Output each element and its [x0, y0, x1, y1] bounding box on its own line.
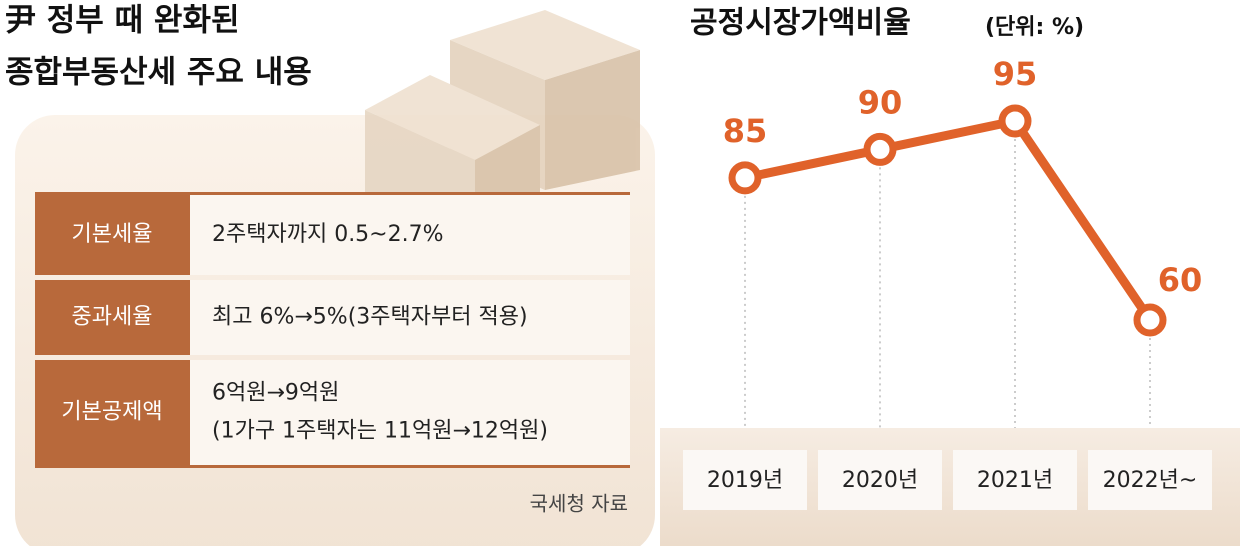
row-text: (1가구 1주택자는 11억원→12억원)	[212, 419, 548, 444]
data-label: 85	[723, 112, 768, 150]
line-chart: 2019년 2020년 2021년 2022년~ 85 90 95 60	[683, 55, 1212, 510]
row-content-cell	[190, 360, 630, 465]
point	[998, 104, 1032, 138]
chart-subtitle: (단위: %)	[985, 15, 1084, 40]
table-rule	[35, 465, 630, 468]
row-content-cell	[190, 195, 630, 275]
category-box	[953, 450, 1077, 510]
point	[728, 161, 762, 195]
row-text: 6억원→9억원	[212, 381, 339, 406]
data-label: 95	[993, 55, 1038, 93]
point	[863, 132, 897, 166]
info-table: 기본세율 2주택자까지 0.5~2.7% 중과세율 최고 6%→5%(3주택자부터 적…	[35, 192, 630, 468]
category-box	[818, 450, 942, 510]
category-box	[683, 450, 807, 510]
info-title: 종합부동산세 주요 내용	[5, 55, 312, 91]
row-text: 최고 6%→5%(3주택자부터 적용)	[212, 305, 528, 330]
row-label: 기본공제액	[61, 400, 162, 425]
x-tick-label: 2019년	[707, 468, 783, 493]
x-tick-label: 2021년	[977, 468, 1053, 493]
row-label: 중과세율	[72, 305, 153, 330]
info-title: 尹 정부 때 완화된	[5, 3, 240, 39]
x-tick-label: 2020년	[842, 468, 918, 493]
source: 국세청 자료	[530, 492, 628, 516]
row-label-cell	[35, 280, 190, 355]
building-illustration	[365, 10, 640, 200]
point	[1133, 303, 1167, 337]
row-content-cell	[190, 280, 630, 355]
row-label: 기본세율	[72, 222, 153, 247]
row-label-cell	[35, 360, 190, 465]
data-label: 90	[858, 83, 903, 121]
table-rule	[35, 192, 630, 195]
x-tick-label: 2022년~	[1103, 468, 1198, 493]
row-text: 2주택자까지 0.5~2.7%	[212, 222, 444, 247]
line	[744, 116, 1154, 323]
chart-title: 공정시장가액비율	[690, 6, 911, 41]
category-box	[1088, 450, 1212, 510]
row-label-cell	[35, 195, 190, 275]
data-label: 60	[1158, 261, 1203, 299]
